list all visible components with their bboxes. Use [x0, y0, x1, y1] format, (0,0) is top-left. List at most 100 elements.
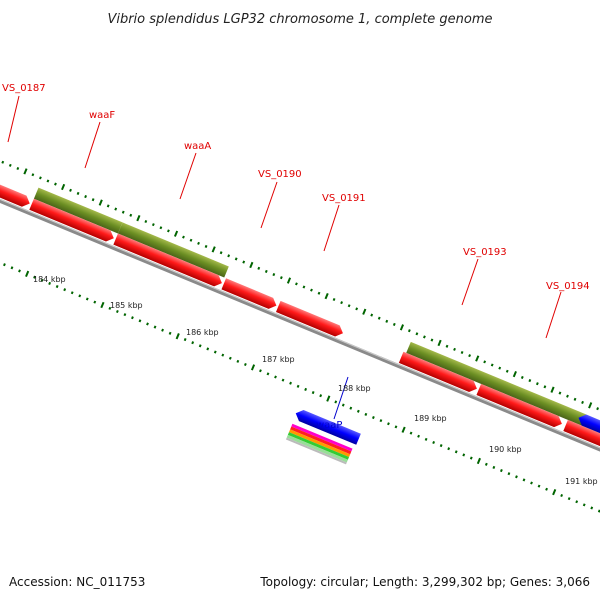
top-major-tick [550, 386, 555, 393]
gene-arrow-vs0193[interactable] [398, 351, 479, 394]
top-minor-tick [490, 363, 494, 367]
top-minor-tick [370, 313, 374, 317]
gene-arrow-waaf[interactable] [29, 198, 116, 244]
top-major-tick [211, 246, 216, 253]
bottom-minor-tick [334, 400, 338, 404]
top-minor-tick [498, 366, 502, 370]
top-minor-tick [317, 291, 321, 295]
top-minor-tick [295, 282, 298, 286]
bottom-minor-tick [522, 478, 526, 482]
genome-track [0, 160, 600, 513]
gene-arrow-vs0187[interactable] [0, 171, 32, 209]
bottom-minor-tick [123, 313, 127, 317]
gene-label-vs0191[interactable]: VS_0191 [322, 193, 366, 204]
map-title: Vibrio splendidus LGP32 chromosome 1, co… [107, 12, 492, 27]
operon-bar-vs0193[interactable] [406, 341, 587, 426]
top-major-tick [324, 292, 329, 300]
bottom-minor-tick [153, 325, 157, 329]
gene-arrow-waaa[interactable] [113, 233, 224, 289]
top-minor-tick [392, 322, 396, 326]
bottom-minor-tick [462, 453, 466, 457]
bottom-minor-tick [590, 506, 594, 510]
bottom-minor-tick [387, 422, 390, 426]
top-major-tick [98, 199, 103, 206]
bottom-minor-tick [213, 350, 217, 354]
top-minor-tick [460, 350, 464, 355]
bottom-minor-tick [469, 456, 473, 460]
top-minor-tick [581, 400, 584, 404]
top-minor-tick [189, 238, 193, 242]
bottom-minor-tick [221, 353, 225, 357]
bottom-minor-tick [18, 269, 21, 273]
gene-label-vs0193[interactable]: VS_0193 [463, 247, 507, 258]
top-minor-tick [197, 241, 200, 245]
top-minor-tick [423, 335, 426, 339]
bottom-major-tick [100, 301, 105, 309]
top-minor-tick [16, 166, 20, 171]
gene-arrow-reverse-edge[interactable] [576, 412, 600, 452]
top-minor-tick [385, 319, 389, 323]
top-minor-tick [204, 244, 208, 249]
top-minor-tick [167, 229, 170, 233]
gene-arrow-vs0194[interactable] [476, 383, 564, 430]
top-minor-tick [347, 304, 351, 308]
gene-label-waaf[interactable]: waaF [89, 110, 115, 121]
top-minor-tick [505, 369, 509, 373]
bottom-minor-tick [356, 409, 360, 413]
top-major-tick [475, 355, 480, 362]
kbp-label: 186 kbp [186, 328, 219, 337]
bottom-minor-tick [499, 469, 503, 473]
bottom-minor-tick [10, 266, 14, 270]
bottom-minor-tick [567, 497, 571, 501]
gene-label-waaa[interactable]: waaA [184, 141, 211, 152]
gene-label-vs0187[interactable]: VS_0187 [2, 83, 46, 94]
bottom-minor-tick [484, 462, 488, 466]
top-minor-tick [159, 226, 163, 230]
gene-label-vs0194[interactable]: VS_0194 [546, 281, 590, 292]
top-minor-tick [430, 338, 434, 342]
bottom-minor-tick [296, 384, 300, 388]
top-major-tick [249, 261, 254, 269]
backbone-highlight [0, 172, 600, 480]
top-minor-tick [596, 407, 600, 411]
bottom-minor-tick [3, 263, 6, 267]
top-minor-tick [566, 394, 569, 398]
top-minor-tick [535, 382, 539, 386]
bottom-minor-tick [349, 406, 353, 410]
top-minor-tick [39, 176, 42, 180]
gene-label-waap[interactable]: waaP [316, 420, 342, 431]
bottom-minor-tick [379, 419, 383, 423]
top-major-tick [61, 183, 66, 191]
feature-stripe-magenta [291, 423, 353, 452]
bottom-minor-tick [454, 450, 458, 454]
bottom-minor-tick [93, 300, 97, 304]
top-minor-tick [340, 301, 344, 305]
gene-arrow-next[interactable] [563, 419, 600, 465]
top-minor-tick [84, 195, 87, 199]
top-minor-tick [129, 213, 133, 217]
kbp-label: 184 kbp [33, 275, 66, 284]
kbp-label: 185 kbp [110, 301, 143, 310]
top-minor-tick [121, 210, 125, 214]
top-minor-tick [377, 316, 381, 320]
bottom-minor-tick [439, 444, 443, 448]
top-minor-tick [69, 188, 72, 192]
bottom-minor-tick [266, 372, 270, 376]
top-major-tick [437, 339, 442, 347]
operon-bar-waaf[interactable] [33, 187, 123, 234]
backbone-line [0, 172, 600, 483]
bottom-minor-tick [304, 387, 308, 391]
bottom-major-tick [25, 270, 30, 277]
top-minor-tick [1, 160, 5, 164]
top-minor-tick [332, 297, 336, 302]
gene-arrow-waap[interactable] [293, 408, 361, 445]
gene-label-vs0190[interactable]: VS_0190 [258, 169, 302, 180]
top-minor-tick [257, 266, 261, 270]
bottom-minor-tick [236, 359, 240, 363]
bottom-minor-tick [515, 475, 518, 479]
bottom-minor-tick [582, 503, 586, 507]
gene-arrow-vs0190[interactable] [221, 278, 278, 311]
gene-arrow-vs0191[interactable] [275, 300, 345, 339]
operon-bar-waaa[interactable] [117, 222, 229, 278]
bottom-minor-tick [537, 484, 541, 488]
